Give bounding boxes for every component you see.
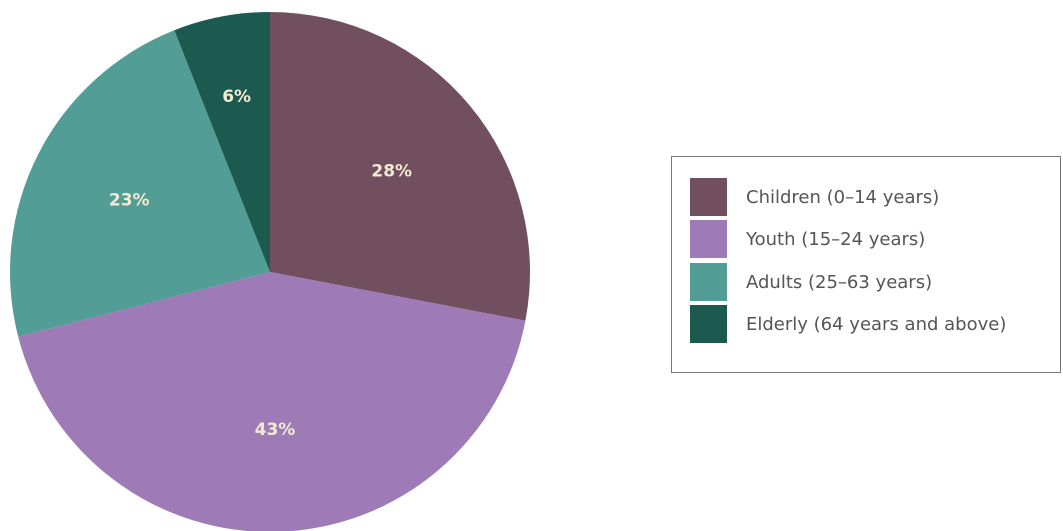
- legend-swatch-elderly: [690, 305, 727, 343]
- legend-item-children: Children (0–14 years): [690, 178, 939, 216]
- pie-label-youth: 43%: [255, 420, 296, 440]
- pie-slice-adults: [9, 30, 270, 337]
- chart-legend: Children (0–14 years) Youth (15–24 years…: [671, 156, 1061, 373]
- legend-swatch-adults: [690, 263, 727, 301]
- legend-swatch-youth: [690, 220, 727, 258]
- pie-label-adults: 23%: [109, 190, 150, 210]
- legend-swatch-children: [690, 178, 727, 216]
- legend-label-adults: Adults (25–63 years): [746, 271, 933, 293]
- legend-item-youth: Youth (15–24 years): [690, 220, 925, 258]
- pie-slice-youth: [18, 272, 526, 531]
- pie-slices: [9, 11, 531, 531]
- legend-label-children: Children (0–14 years): [746, 186, 940, 208]
- legend-label-elderly: Elderly (64 years and above): [746, 313, 1007, 335]
- pie-slice-elderly: [174, 11, 270, 272]
- pie-slice-labels: 28% 43% 23% 6%: [109, 87, 412, 440]
- legend-label-youth: Youth (15–24 years): [746, 228, 926, 250]
- pie-label-children: 28%: [371, 161, 412, 181]
- pie-label-elderly: 6%: [222, 87, 251, 107]
- pie-slice-children: [270, 12, 531, 321]
- legend-item-adults: Adults (25–63 years): [690, 263, 932, 301]
- legend-item-elderly: Elderly (64 years and above): [690, 305, 1006, 343]
